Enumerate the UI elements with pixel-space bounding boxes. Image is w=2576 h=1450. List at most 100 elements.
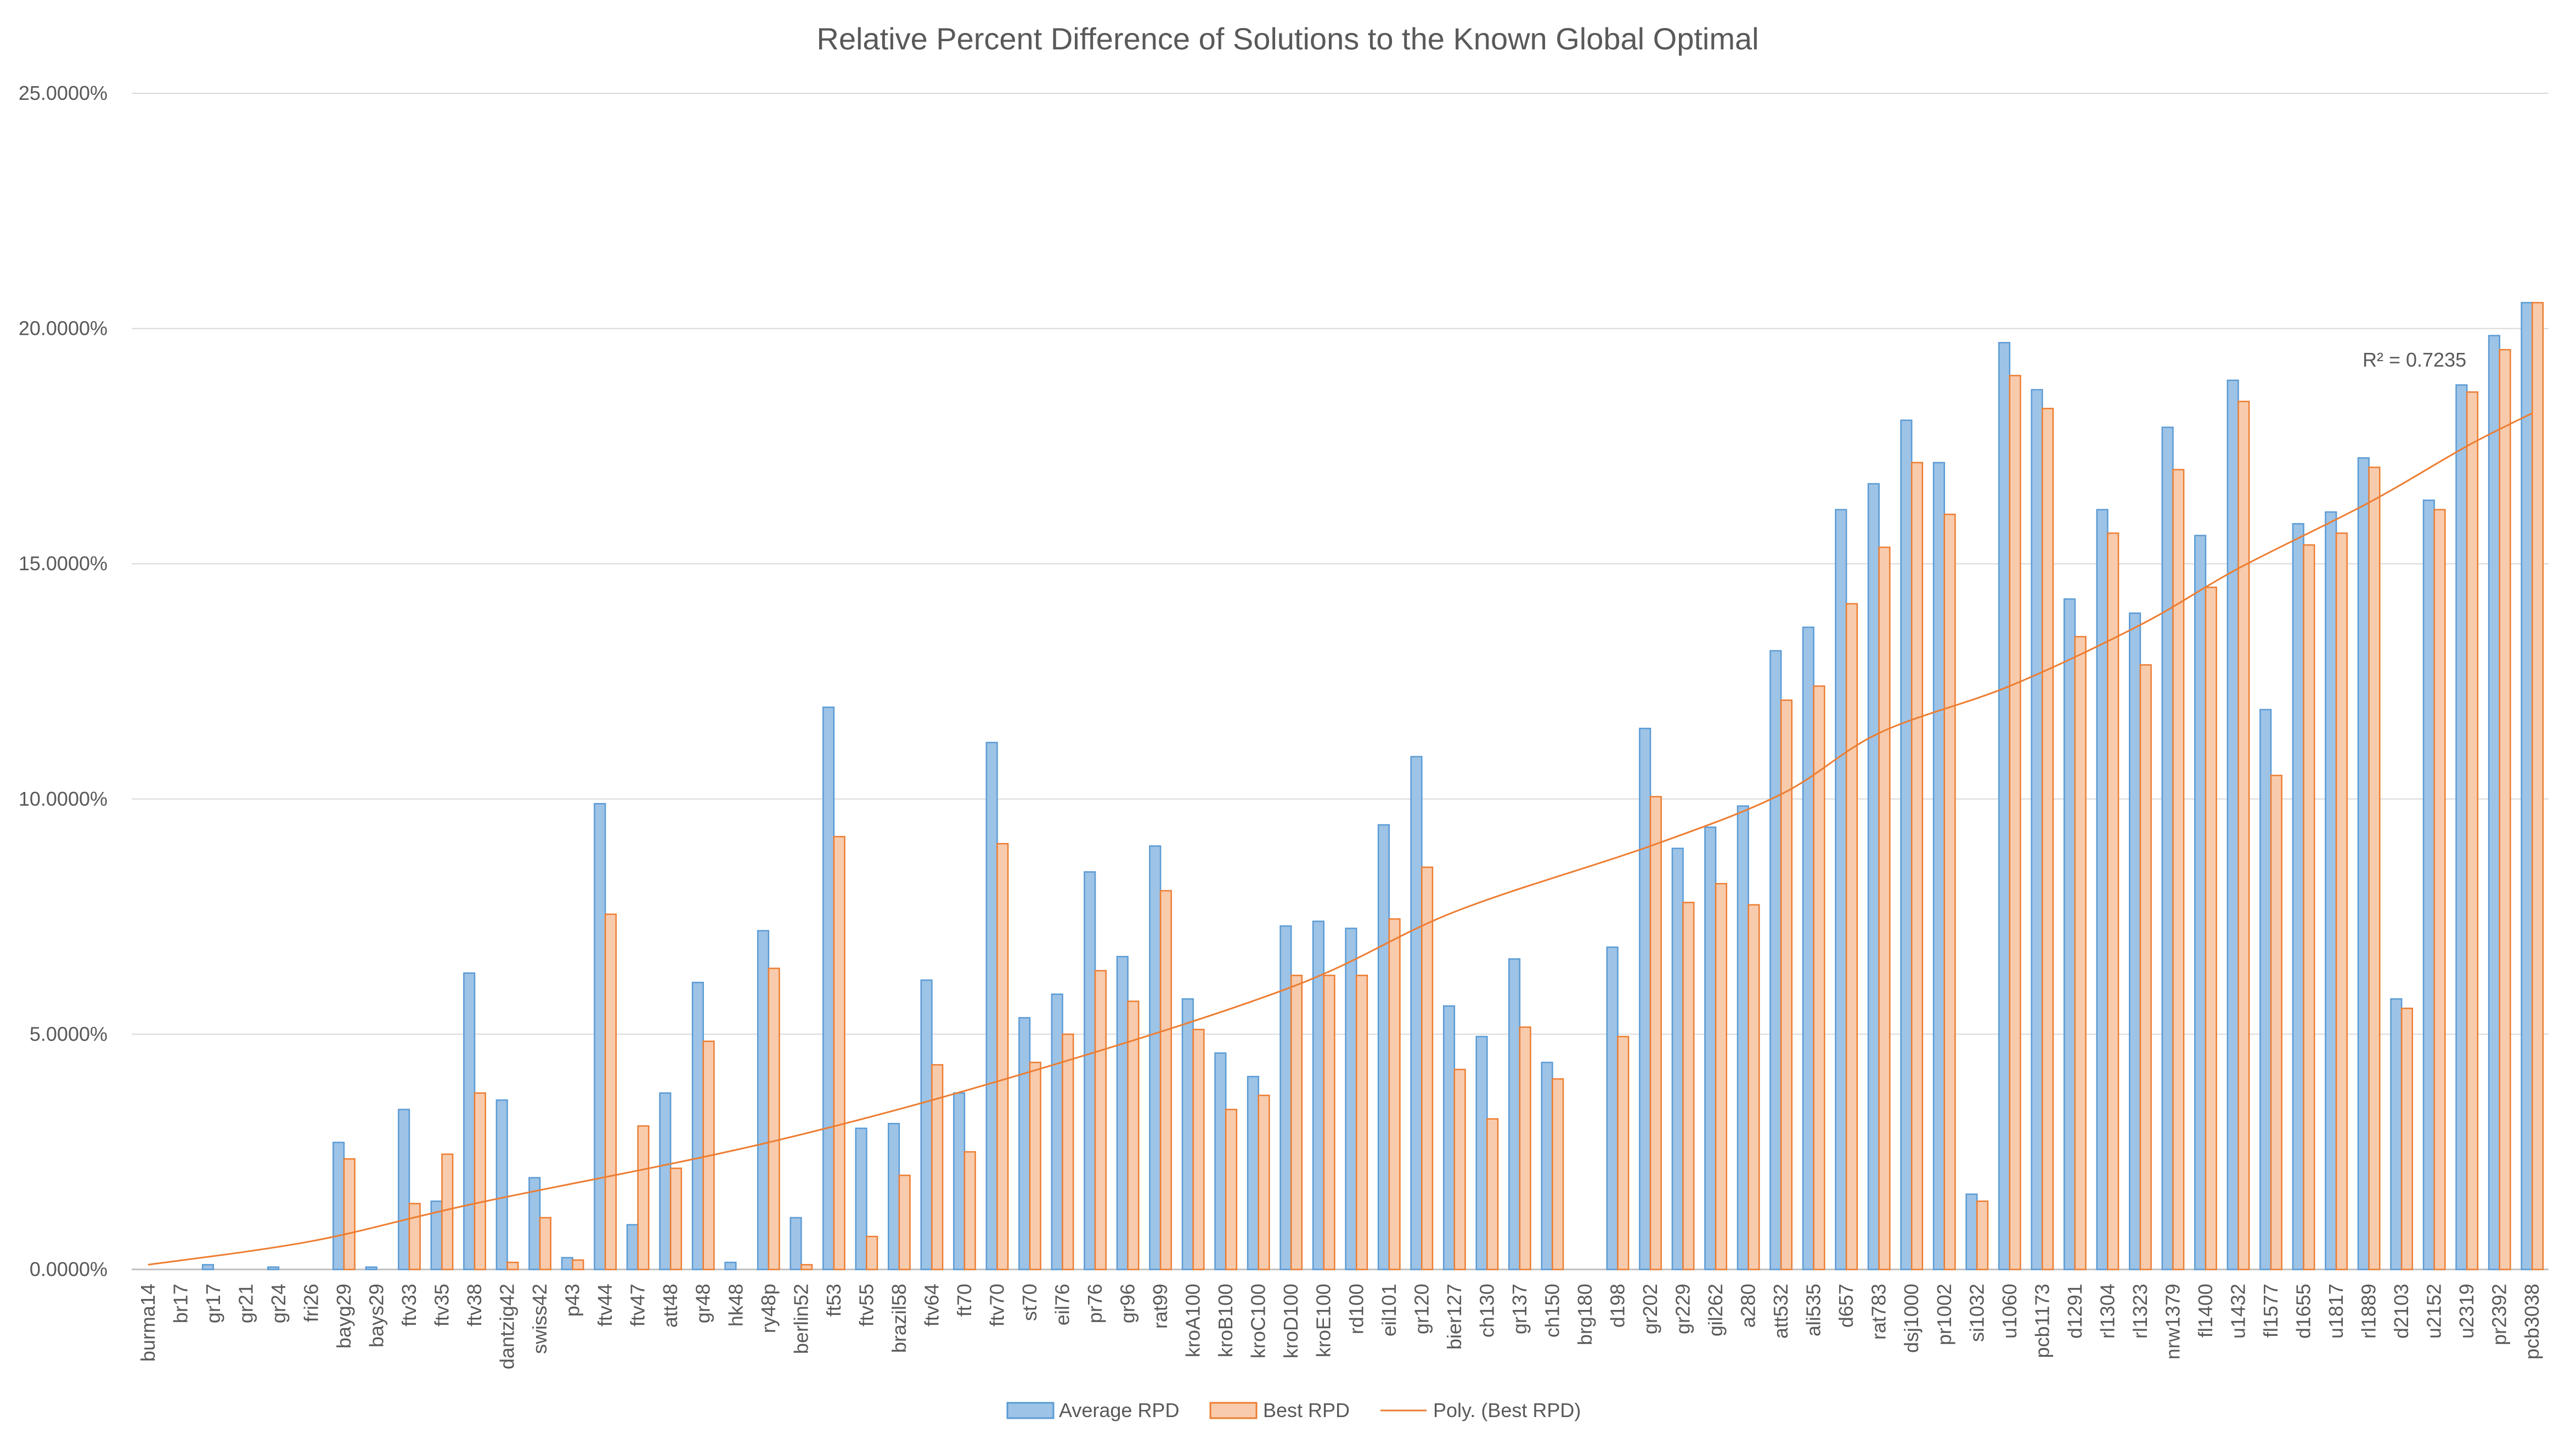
x-tick-label: rl1323 [2129, 1284, 2151, 1339]
bar-average-rpd [267, 1266, 280, 1271]
x-tick-label: u1817 [2325, 1284, 2347, 1339]
bar-average-rpd [691, 981, 704, 1271]
bar-best-rpd [2074, 636, 2087, 1271]
bar-best-rpd [1682, 902, 1695, 1271]
bar-best-rpd [1094, 970, 1107, 1271]
bar-best-rpd [637, 1125, 650, 1271]
x-tick-label: u2319 [2455, 1284, 2478, 1339]
bar-best-rpd [2009, 375, 2021, 1271]
x-tick-label: rl1304 [2096, 1284, 2118, 1339]
bar-average-rpd [887, 1123, 900, 1271]
x-tick-label: gr120 [1410, 1284, 1433, 1334]
chart-title: Relative Percent Difference of Solutions… [816, 21, 1758, 56]
bar-average-rpd [495, 1099, 508, 1271]
x-tick-label: dantzig42 [496, 1284, 518, 1369]
bar-average-rpd [855, 1127, 867, 1271]
bar-average-rpd [1541, 1061, 1553, 1271]
bar-best-rpd [1943, 513, 1956, 1271]
bar-average-rpd [2129, 612, 2141, 1271]
y-tick-label: 0.0000% [30, 1258, 108, 1280]
bar-best-rpd [1388, 918, 1401, 1271]
bar-best-rpd [2303, 544, 2315, 1271]
x-tick-label: gr21 [234, 1284, 257, 1323]
x-tick-label: ftv35 [431, 1284, 453, 1327]
bar-best-rpd [2531, 302, 2544, 1271]
bar-average-rpd [2226, 379, 2239, 1271]
bar-average-rpd [1084, 871, 1096, 1271]
bar-average-rpd [2259, 709, 2272, 1271]
x-tick-label: gr48 [692, 1284, 714, 1323]
bar-best-rpd [1127, 1001, 1140, 1271]
bar-average-rpd [2031, 389, 2043, 1271]
x-axis-ticks: burma14 br17 gr17 gr21 gr24 fri26 bayg29 bays29… [137, 1284, 2543, 1369]
x-tick-label: d1655 [2292, 1284, 2315, 1339]
bar-average-rpd [1149, 845, 1162, 1271]
bar-average-rpd [1737, 805, 1749, 1271]
bar-average-rpd [1671, 847, 1684, 1271]
x-tick-label: u2152 [2423, 1284, 2445, 1339]
bar-average-rpd [985, 741, 998, 1271]
bar-average-rpd [1247, 1076, 1259, 1271]
y-tick-label: 10.0000% [19, 788, 108, 810]
bar-average-rpd [1051, 993, 1063, 1271]
bar-average-rpd [2357, 457, 2370, 1271]
x-tick-label: ftv33 [398, 1284, 420, 1327]
bar-average-rpd [2096, 509, 2109, 1271]
bar-best-rpd [2400, 1008, 2414, 1271]
bar-best-rpd [2270, 774, 2282, 1271]
bar-average-rpd [201, 1264, 215, 1271]
bar-average-rpd [1377, 824, 1390, 1271]
bar-best-rpd [1552, 1078, 1564, 1271]
bar-average-rpd [1998, 342, 2011, 1271]
bar-average-rpd [1116, 956, 1129, 1271]
x-tick-label: eil101 [1378, 1284, 1400, 1336]
y-tick-label: 25.0000% [19, 82, 108, 104]
bar-best-rpd [1453, 1069, 1466, 1271]
x-tick-label: att532 [1769, 1284, 1792, 1339]
r-squared-label: R² = 0.7235 [2363, 349, 2466, 371]
bar-best-rpd [2368, 467, 2381, 1271]
x-tick-label: pr1002 [1933, 1284, 1955, 1345]
bar-best-rpd [768, 968, 780, 1271]
bar-best-rpd [833, 836, 845, 1271]
x-tick-label: rat99 [1149, 1284, 1171, 1329]
x-tick-label: fl1400 [2194, 1284, 2217, 1337]
x-tick-label: fri26 [300, 1284, 322, 1322]
bar-best-rpd [866, 1235, 878, 1271]
bar-best-rpd [963, 1151, 976, 1271]
bar-average-rpd [1442, 1005, 1456, 1271]
bar-average-rpd [1475, 1036, 1488, 1271]
bar-best-rpd [2237, 401, 2250, 1271]
bar-average-rpd [2390, 998, 2403, 1271]
bar-average-rpd [1769, 650, 1782, 1271]
bar-average-rpd [2194, 535, 2207, 1271]
bar-best-rpd [2042, 408, 2054, 1271]
bar-best-rpd [2335, 532, 2348, 1271]
bar-average-rpd [1508, 958, 1521, 1271]
bar-best-rpd [1159, 890, 1172, 1271]
x-tick-label: bays29 [365, 1284, 387, 1347]
bar-best-rpd [408, 1202, 421, 1271]
bar-best-rpd [931, 1064, 944, 1271]
bar-average-rpd [398, 1109, 410, 1271]
bar-best-rpd [669, 1167, 683, 1271]
bar-average-rpd [2161, 426, 2174, 1271]
bar-average-rpd [724, 1261, 737, 1271]
x-tick-label: att48 [659, 1284, 681, 1328]
bar-average-rpd [1704, 826, 1717, 1271]
x-tick-label: gr202 [1639, 1284, 1661, 1334]
bar-best-rpd [604, 913, 617, 1271]
x-tick-label: pr2392 [2488, 1284, 2511, 1345]
bar-best-rpd [1780, 699, 1793, 1271]
x-tick-label: ftv47 [627, 1284, 649, 1327]
x-tick-label: bier127 [1443, 1284, 1465, 1350]
x-tick-label: fl1577 [2259, 1284, 2282, 1337]
x-tick-label: p43 [561, 1284, 584, 1317]
x-tick-label: burma14 [137, 1284, 159, 1362]
x-tick-label: st70 [1018, 1284, 1041, 1321]
x-tick-label: ch130 [1475, 1284, 1498, 1337]
legend-label-trend: Poly. (Best RPD) [1433, 1399, 1581, 1421]
bar-average-rpd [365, 1266, 377, 1271]
bar-average-rpd [332, 1142, 345, 1271]
